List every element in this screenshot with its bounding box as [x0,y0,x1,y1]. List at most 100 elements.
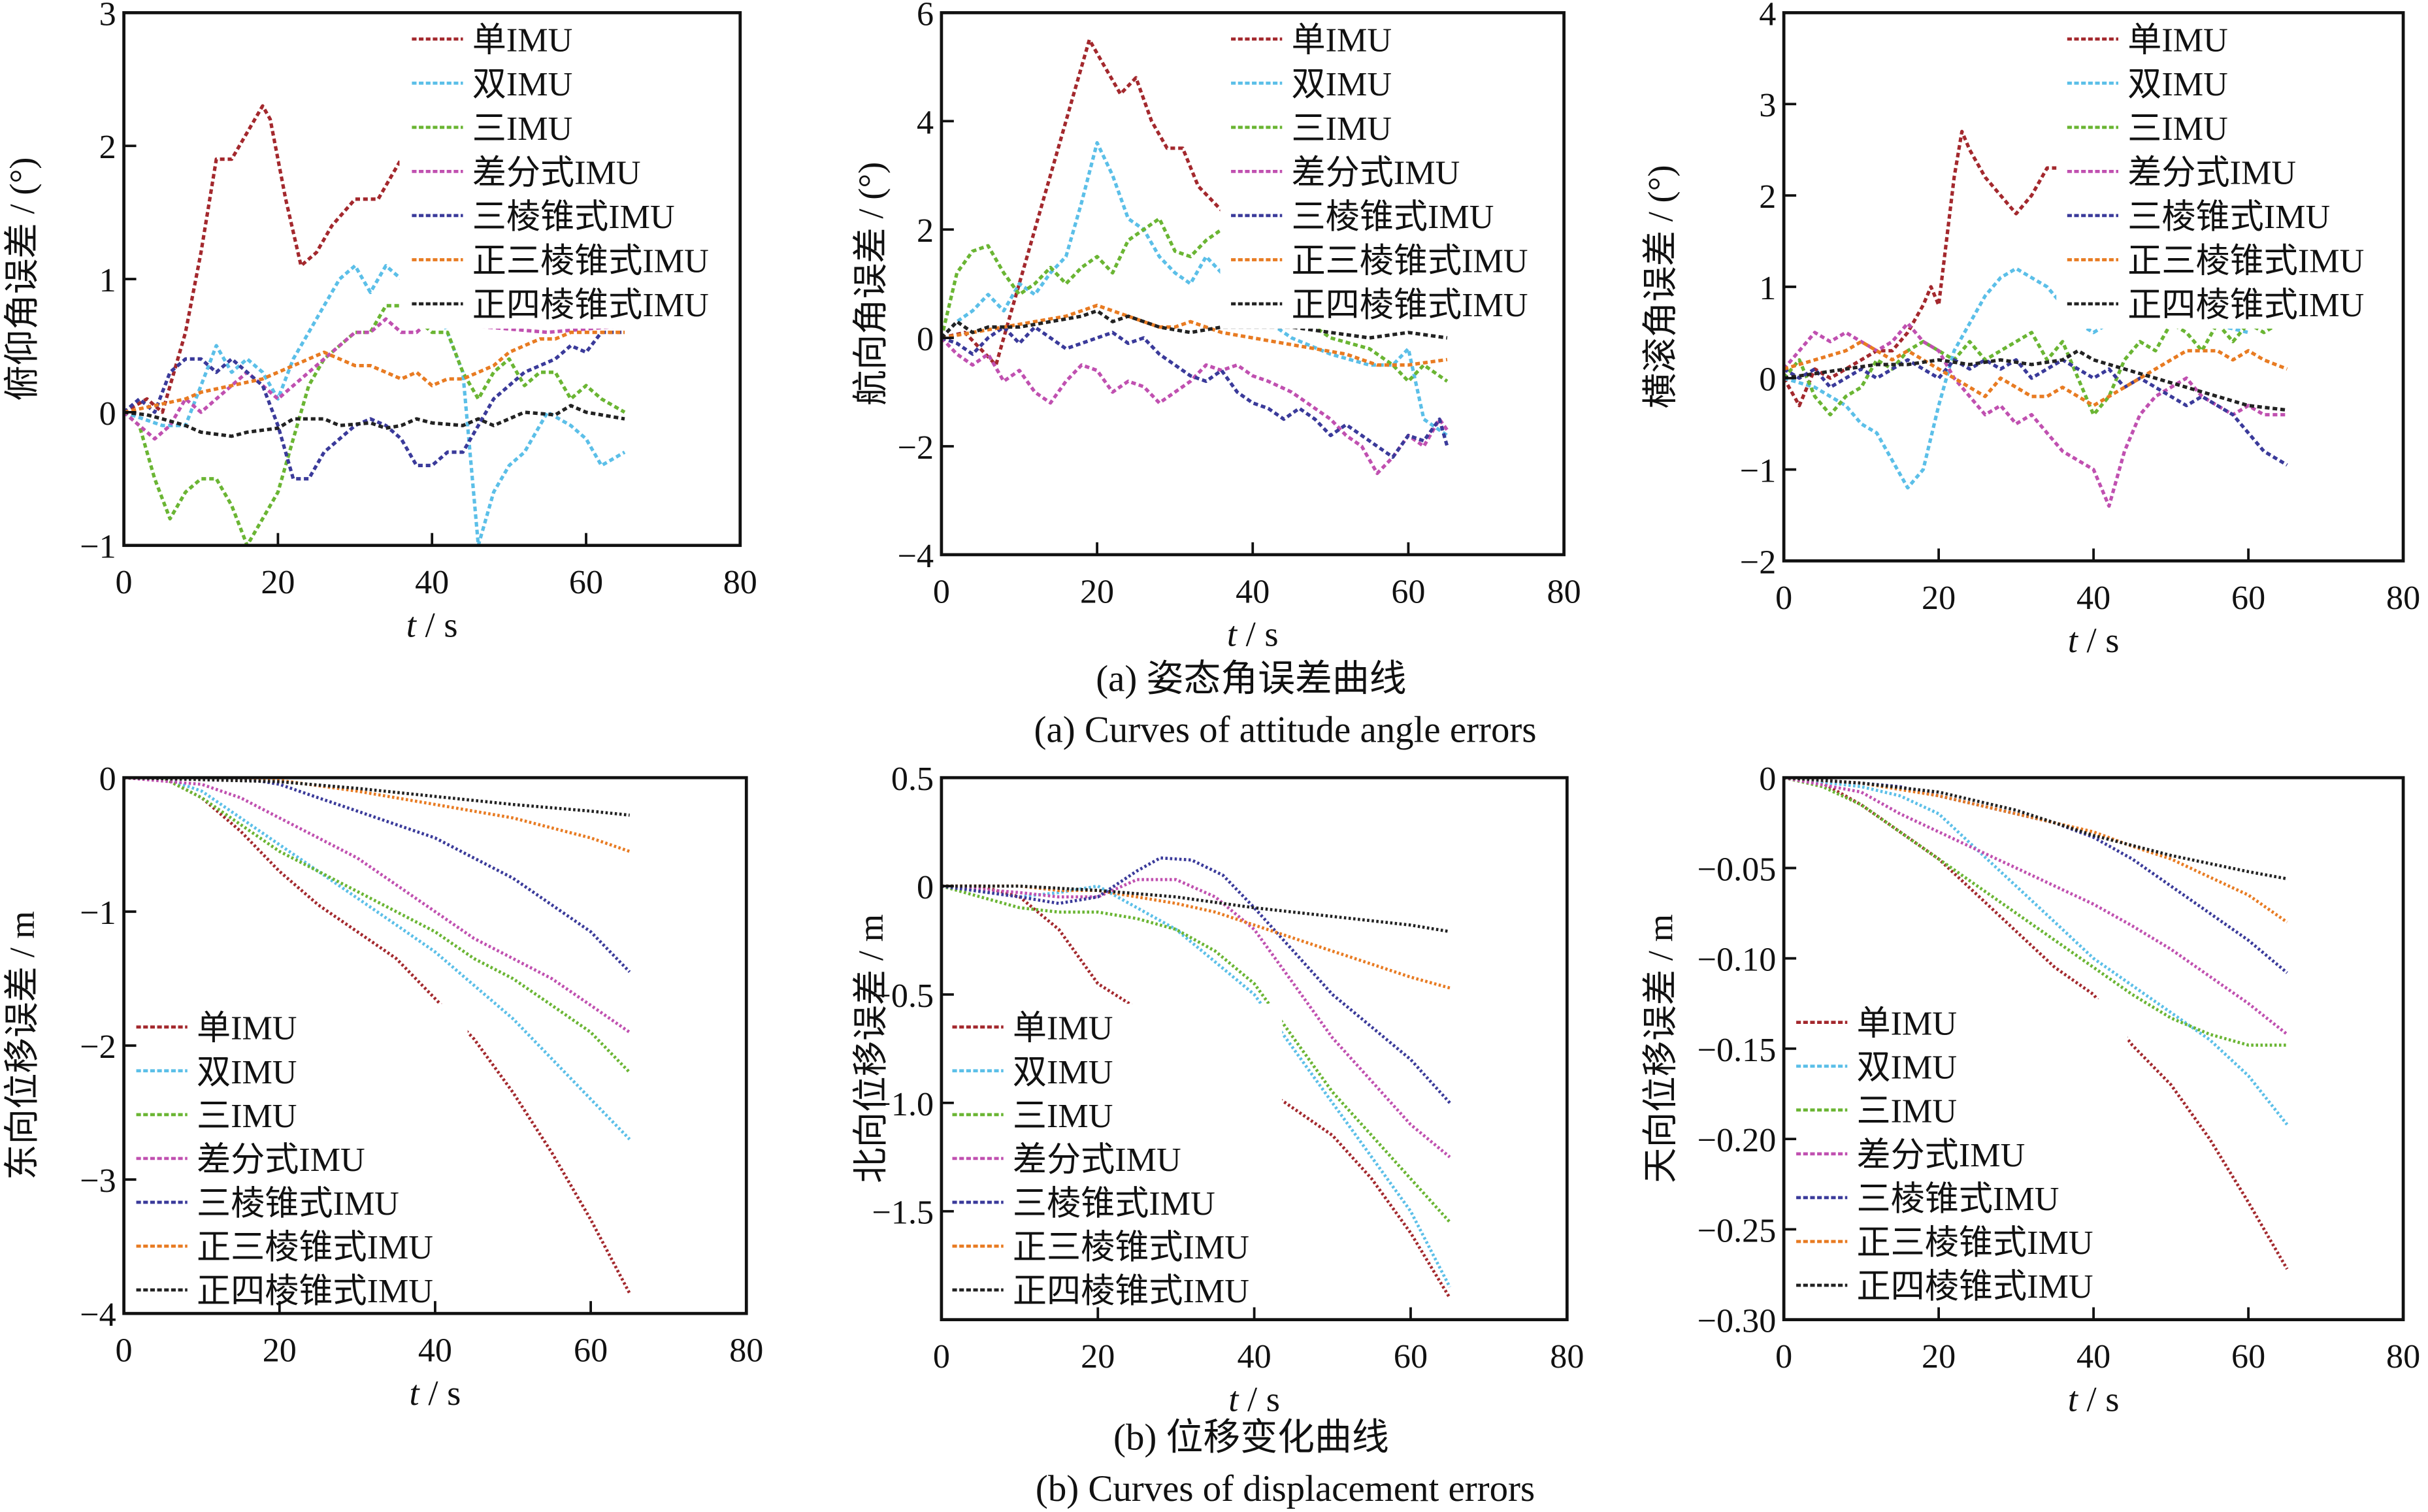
x-tick-label: 20 [261,564,295,601]
x-tick-label: 20 [1922,1338,1956,1375]
y-axis-label: 北向位移误差 / m [851,914,891,1183]
caption-a-zh: (a) 姿态角误差曲线 [1096,658,1406,699]
y-tick-label: 0 [1759,361,1776,399]
series-line-5 [123,330,625,414]
x-axis-label-var: t [1227,614,1238,654]
legend-label: 双IMU [1013,1054,1113,1091]
x-axis-label-var: t [1228,1379,1239,1419]
x-tick-label: 80 [723,564,757,601]
x-axis-label: t / s [1227,614,1279,654]
series-line-5 [1784,340,2288,408]
legend: 单IMU 双IMU 三IMU 差分式IMU 三棱锥式IMU 正三棱锥式IMU 正四棱锥式IM… [130,1004,468,1311]
chart-1: 单IMU 双IMU 三IMU 差分式IMU 三棱锥式IMU 正三棱锥式IMU 正四棱锥式IM… [851,0,1581,654]
series-group [941,38,1449,476]
series-line-3 [941,337,1449,476]
x-tick-label: 40 [1236,573,1270,610]
series-line-4 [941,856,1451,1104]
x-tick-label: 40 [1238,1338,1271,1375]
x-tick-label: 60 [574,1332,608,1370]
chart-4: 单IMU 双IMU 三IMU 差分式IMU 三棱锥式IMU 正三棱锥式IMU 正四棱锥式IM… [851,761,1584,1419]
legend-label: 正四棱锥式IMU [1857,1268,2093,1306]
x-axis-label-unit: / s [2078,1379,2120,1419]
x-tick-label: 40 [418,1332,452,1370]
y-tick-label: −0.30 [1698,1303,1777,1340]
series-line-2 [1784,321,2280,417]
series-line-3 [1784,778,2288,1036]
series-line-6 [941,884,1451,934]
x-tick-label: 80 [1547,573,1581,610]
y-tick-label: 1 [99,262,116,299]
y-axis-label: 俯仰角误差 / (°) [2,157,42,401]
y-axis-label: 航向角误差 / (°) [851,162,891,406]
legend-label: 正三棱锥式IMU [1013,1229,1249,1266]
series-line-4 [123,778,631,974]
x-tick-label: 60 [1394,1338,1428,1375]
x-axis-label-unit: / s [1237,614,1279,654]
series-line-3 [941,878,1451,1159]
caption-b-zh: (b) 位移变化曲线 [1113,1417,1389,1458]
y-tick-label: −1 [1740,453,1776,490]
x-tick-label: 40 [2076,1338,2110,1375]
x-tick-label: 80 [2386,1338,2420,1375]
legend-label: 差分式IMU [1291,154,1460,191]
series-line-6 [1784,349,2288,412]
y-tick-label: −0.20 [1698,1122,1777,1159]
y-tick-label: 4 [1759,0,1776,33]
series-line-0 [1784,129,2079,408]
x-axis-label-var: t [2068,1379,2079,1419]
y-tick-label: −2 [80,1028,116,1066]
y-tick-label: 0.5 [891,761,934,798]
chart-5: 单IMU 双IMU 三IMU 差分式IMU 三棱锥式IMU 正三棱锥式IMU 正四棱锥式IM… [1640,761,2420,1419]
legend-label: 单IMU [2127,22,2227,59]
y-tick-label: −1.5 [872,1194,934,1232]
x-axis-label: t / s [410,1373,461,1413]
chart-3: 单IMU 双IMU 三IMU 差分式IMU 三棱锥式IMU 正三棱锥式IMU 正四棱锥式IM… [2,761,763,1413]
y-tick-label: 0 [917,321,934,358]
x-axis-label: t / s [406,605,458,645]
legend-label: 单IMU [1857,1006,1957,1043]
x-axis-label-unit: / s [2078,620,2120,660]
legend-label: 正三棱锥式IMU [2127,242,2364,280]
legend-label: 三IMU [472,110,572,148]
legend-label: 单IMU [1013,1010,1113,1047]
x-tick-label: 0 [933,1338,950,1375]
x-tick-label: 60 [2231,580,2265,617]
legend-background [399,18,738,329]
series-line-3 [1784,321,2288,508]
legend-label: 正四棱锥式IMU [2127,287,2364,324]
y-tick-label: −0.10 [1698,942,1777,979]
series-line-5 [1784,778,2288,924]
legend-label: 三棱锥式IMU [472,199,675,236]
y-tick-label: −4 [80,1296,116,1334]
series-line-5 [123,778,631,853]
series-line-6 [123,404,625,438]
y-tick-label: −3 [80,1162,116,1200]
caption-b-en: (b) Curves of displacement errors [1036,1468,1535,1509]
y-tick-label: −0.15 [1698,1032,1777,1069]
legend-label: 差分式IMU [472,154,641,191]
x-tick-label: 60 [2231,1338,2265,1375]
legend: 单IMU 双IMU 三IMU 差分式IMU 三棱锥式IMU 正三棱锥式IMU 正四棱锥式IM… [2056,18,2401,329]
legend-label: 正三棱锥式IMU [1857,1224,2093,1262]
legend-label: 正四棱锥式IMU [472,287,709,324]
legend-label: 双IMU [2127,66,2227,103]
series-line-6 [941,309,1448,340]
series-line-5 [941,884,1451,990]
legend-label: 正四棱锥式IMU [197,1273,433,1310]
legend-label: 双IMU [1291,66,1391,103]
series-line-0 [123,104,411,414]
legend-label: 差分式IMU [2127,154,2296,191]
x-tick-label: 0 [116,1332,133,1370]
series-line-1 [123,778,631,1141]
legend-label: 三IMU [2127,110,2227,148]
x-axis-label: t / s [2068,620,2120,660]
y-tick-label: 2 [917,212,934,250]
legend: 单IMU 双IMU 三IMU 差分式IMU 三棱锥式IMU 正三棱锥式IMU 正四棱锥式IM… [399,18,738,329]
series-line-3 [123,778,631,1034]
x-tick-label: 80 [1550,1338,1584,1375]
legend-label: 三IMU [197,1098,297,1135]
x-tick-label: 40 [415,564,449,601]
x-tick-label: 40 [2076,580,2110,617]
series-group [123,778,631,1294]
